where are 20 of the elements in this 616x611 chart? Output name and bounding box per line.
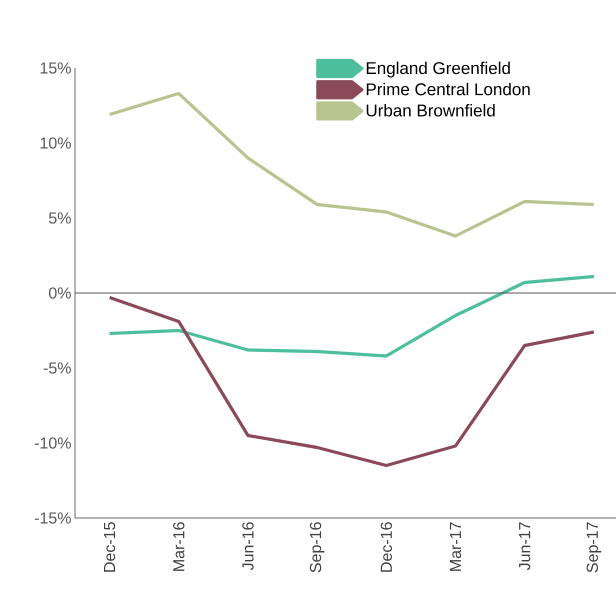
- legend-label: Prime Central London: [366, 82, 530, 96]
- legend-label: England Greenfield: [366, 62, 510, 78]
- x-tick-label: Sep-17: [586, 522, 602, 572]
- y-tick-label: -15%: [34, 512, 71, 524]
- y-tick-label: -5%: [44, 362, 71, 374]
- line-series: [108, 274, 596, 358]
- y-tick-label: 0%: [48, 287, 71, 299]
- y-tick-label: 5%: [48, 212, 71, 224]
- x-tick-label: Dec-16: [380, 522, 392, 572]
- legend-label: Urban Brownfield: [366, 104, 495, 117]
- x-tick-label: Mar-16: [173, 522, 184, 571]
- y-tick-label: 15%: [40, 62, 71, 74]
- x-tick-label: Sep-16: [310, 522, 324, 572]
- x-tick-label: Jun-17: [519, 522, 530, 570]
- x-tick-label: Jun-16: [242, 522, 254, 570]
- x-tick-label: Dec-15: [104, 522, 116, 572]
- line-series: [108, 296, 596, 468]
- y-tick-label: -10%: [34, 437, 71, 449]
- y-tick-label: 10%: [40, 137, 71, 149]
- x-tick-label: Mar-17: [450, 522, 462, 571]
